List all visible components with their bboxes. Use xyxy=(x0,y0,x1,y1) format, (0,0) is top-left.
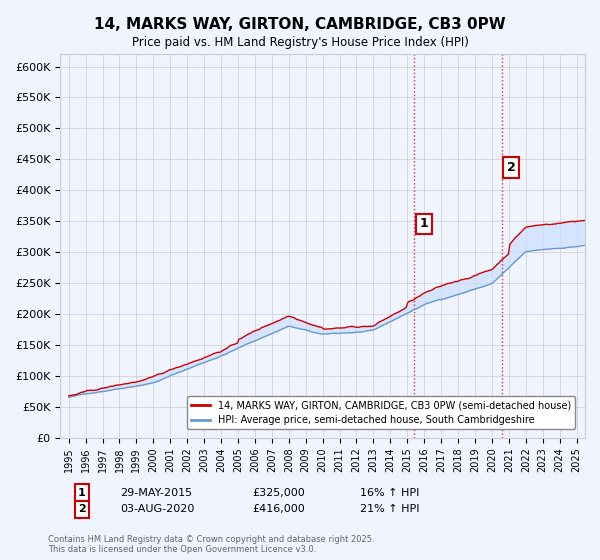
Text: 14, MARKS WAY, GIRTON, CAMBRIDGE, CB3 0PW: 14, MARKS WAY, GIRTON, CAMBRIDGE, CB3 0P… xyxy=(94,17,506,32)
Text: £325,000: £325,000 xyxy=(252,488,305,498)
Text: 1: 1 xyxy=(419,217,428,230)
Legend: 14, MARKS WAY, GIRTON, CAMBRIDGE, CB3 0PW (semi-detached house), HPI: Average pr: 14, MARKS WAY, GIRTON, CAMBRIDGE, CB3 0P… xyxy=(187,396,575,429)
Text: 2: 2 xyxy=(507,161,515,174)
Text: £416,000: £416,000 xyxy=(252,505,305,515)
Text: 21% ↑ HPI: 21% ↑ HPI xyxy=(360,505,419,515)
Text: 16% ↑ HPI: 16% ↑ HPI xyxy=(360,488,419,498)
Text: Price paid vs. HM Land Registry's House Price Index (HPI): Price paid vs. HM Land Registry's House … xyxy=(131,36,469,49)
Text: 03-AUG-2020: 03-AUG-2020 xyxy=(120,505,194,515)
Text: Contains HM Land Registry data © Crown copyright and database right 2025.
This d: Contains HM Land Registry data © Crown c… xyxy=(48,535,374,554)
Text: 2: 2 xyxy=(78,505,86,515)
Text: 1: 1 xyxy=(78,488,86,498)
Text: 29-MAY-2015: 29-MAY-2015 xyxy=(120,488,192,498)
